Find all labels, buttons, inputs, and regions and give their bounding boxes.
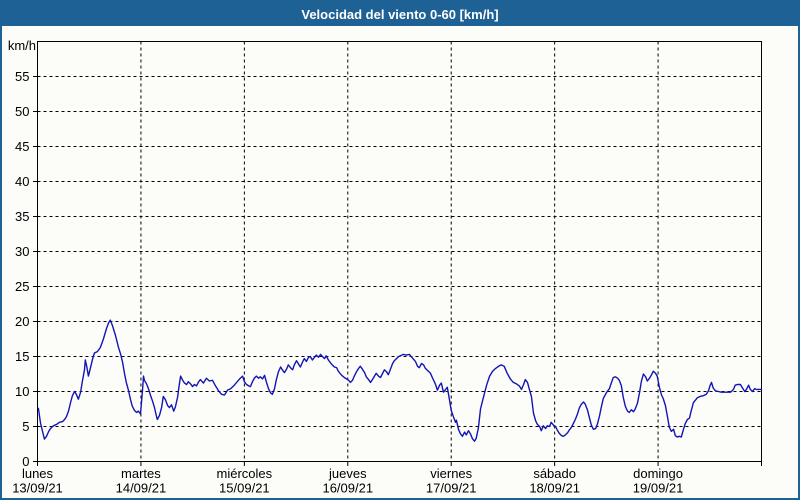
day-name-label: lunes	[22, 466, 54, 481]
y-tick-label: 20	[15, 314, 29, 329]
chart-title: Velocidad del viento 0-60 [km/h]	[301, 6, 499, 22]
day-name-label: domingo	[633, 466, 683, 481]
day-name-label: jueves	[328, 466, 367, 481]
day-date-label: 13/09/21	[12, 481, 63, 496]
y-tick-label: 5	[22, 419, 29, 434]
day-date-label: 19/09/21	[633, 481, 684, 496]
day-date-label: 17/09/21	[426, 481, 477, 496]
day-date-label: 15/09/21	[219, 481, 270, 496]
chart-area: km/h 0 5 10 15 20 25 30 35 40 45 50 55 lunes 13/09/21…	[2, 26, 798, 496]
y-tick-label: 0	[22, 454, 29, 469]
day-date-label: 16/09/21	[322, 481, 373, 496]
y-tick-label: 30	[15, 244, 29, 259]
chart-title-bar: Velocidad del viento 0-60 [km/h]	[2, 2, 798, 26]
day-date-label: 14/09/21	[116, 481, 167, 496]
day-name-label: miércoles	[217, 466, 273, 481]
day-name-label: viernes	[430, 466, 472, 481]
y-axis-unit-label: km/h	[8, 38, 36, 53]
wind-speed-line	[37, 319, 763, 442]
y-tick-label: 40	[15, 174, 29, 189]
y-tick-label: 45	[15, 139, 29, 154]
plot-border	[37, 41, 762, 462]
day-name-label: martes	[121, 466, 161, 481]
day-name-label: sábado	[533, 466, 576, 481]
y-tick-label: 10	[15, 384, 29, 399]
y-tick-label: 15	[15, 349, 29, 364]
wind-speed-chart: km/h 0 5 10 15 20 25 30 35 40 45 50 55 lunes13/09/21…	[8, 38, 763, 496]
y-tick-label: 55	[15, 69, 29, 84]
y-tick-label: 50	[15, 104, 29, 119]
y-tick-label: 25	[15, 279, 29, 294]
y-tick-label: 35	[15, 209, 29, 224]
day-date-label: 18/09/21	[529, 481, 580, 496]
